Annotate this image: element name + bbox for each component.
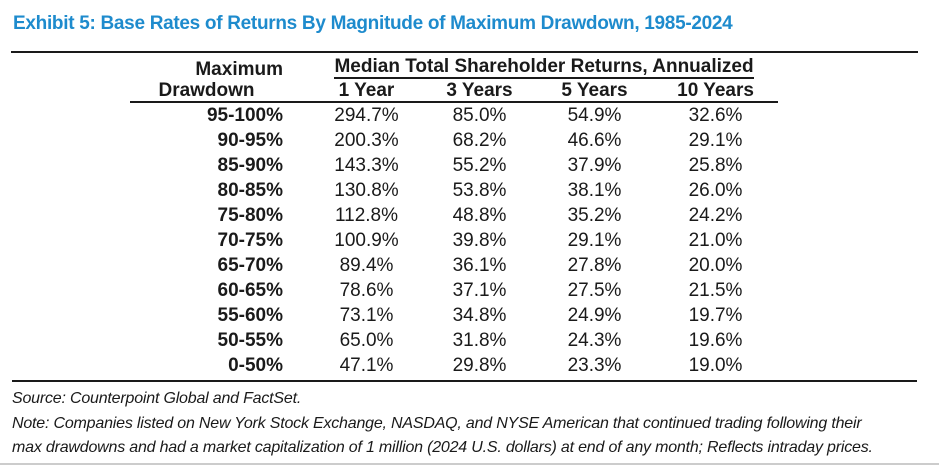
return-value-cell: 29.1% (567, 230, 622, 251)
return-value-cell: 48.8% (452, 205, 507, 226)
drawdown-range-cell: 70-75% (217, 230, 284, 251)
group-header-label: Median Total Shareholder Returns, Annual… (334, 56, 754, 79)
drawdown-range-cell: 50-55% (217, 330, 284, 351)
drawdown-range-cell: 55-60% (217, 305, 284, 326)
return-value-cell: 73.1% (339, 305, 394, 326)
table-row: 0-50% 47.1% 29.8% 23.3% 19.0% (130, 353, 778, 378)
table-header-row-group: Maximum Median Total Shareholder Returns… (130, 57, 778, 79)
return-value-cell: 35.2% (567, 205, 622, 226)
table-row: 50-55% 65.0% 31.8% 24.3% 19.6% (130, 328, 778, 353)
table-row: 95-100% 294.7% 85.0% 54.9% 32.6% (130, 102, 778, 128)
return-value-cell: 53.8% (452, 180, 507, 201)
table-row: 55-60% 73.1% 34.8% 24.9% 19.7% (130, 303, 778, 328)
source-line: Source: Counterpoint Global and FactSet. (12, 390, 302, 407)
return-value-cell: 65.0% (339, 330, 394, 351)
return-value-cell: 19.7% (688, 305, 743, 326)
return-value-cell: 25.8% (688, 155, 743, 176)
drawdown-range-cell: 95-100% (206, 105, 283, 126)
return-value-cell: 54.9% (567, 105, 622, 126)
note-line-1: Note: Companies listed on New York Stock… (12, 414, 862, 432)
row-header-drawdown: Drawdown (130, 79, 310, 103)
screenshot-bottom-edge (0, 463, 939, 465)
group-header-cell: Median Total Shareholder Returns, Annual… (310, 57, 778, 79)
return-value-cell: 143.3% (334, 155, 399, 176)
drawdown-range-cell: 60-65% (217, 280, 284, 301)
col-header-1-year: 1 Year (310, 79, 423, 103)
return-value-cell: 100.9% (334, 230, 399, 251)
exhibit-title: Exhibit 5: Base Rates of Returns By Magn… (13, 13, 733, 34)
table-row: 90-95% 200.3% 68.2% 46.6% 29.1% (130, 128, 778, 153)
return-value-cell: 19.0% (688, 355, 743, 376)
drawdown-range-cell: 90-95% (217, 130, 284, 151)
drawdown-range-cell: 65-70% (217, 255, 284, 276)
return-value-cell: 27.8% (567, 255, 622, 276)
return-value-cell: 46.6% (567, 130, 622, 151)
return-value-cell: 78.6% (339, 280, 394, 301)
col-header-3-years: 3 Years (423, 79, 536, 103)
col-header-10-years: 10 Years (653, 79, 779, 103)
return-value-cell: 34.8% (452, 305, 507, 326)
table-row: 75-80% 112.8% 48.8% 35.2% 24.2% (130, 203, 778, 228)
return-value-cell: 31.8% (452, 330, 507, 351)
return-value-cell: 21.0% (688, 230, 743, 251)
table-header-row-columns: Drawdown 1 Year 3 Years 5 Years 10 Years (130, 79, 779, 103)
drawdown-range-cell: 75-80% (217, 205, 284, 226)
footnotes: Source: Counterpoint Global and FactSet.… (12, 387, 873, 461)
return-value-cell: 68.2% (452, 130, 507, 151)
return-value-cell: 55.2% (452, 155, 507, 176)
table-row: 85-90% 143.3% 55.2% 37.9% 25.8% (130, 153, 778, 178)
return-value-cell: 32.6% (688, 105, 743, 126)
return-value-cell: 89.4% (339, 255, 394, 276)
return-value-cell: 24.3% (567, 330, 622, 351)
return-value-cell: 38.1% (567, 180, 622, 201)
table-row: 70-75% 100.9% 39.8% 29.1% 21.0% (130, 228, 778, 253)
return-value-cell: 26.0% (688, 180, 743, 201)
return-value-cell: 112.8% (334, 205, 399, 226)
return-value-cell: 294.7% (334, 105, 399, 126)
return-value-cell: 29.8% (452, 355, 507, 376)
table-row: 80-85% 130.8% 53.8% 38.1% 26.0% (130, 178, 778, 203)
title-divider (11, 51, 918, 53)
return-value-cell: 27.5% (567, 280, 622, 301)
return-value-cell: 24.2% (688, 205, 743, 226)
table-body: 95-100% 294.7% 85.0% 54.9% 32.6% 90-95% 200.3%… (130, 102, 778, 378)
return-value-cell: 24.9% (567, 305, 622, 326)
table-bottom-divider (12, 380, 917, 382)
col-header-5-years: 5 Years (536, 79, 653, 103)
return-value-cell: 47.1% (339, 355, 394, 376)
return-value-cell: 37.9% (567, 155, 622, 176)
return-value-cell: 23.3% (567, 355, 622, 376)
drawdown-range-cell: 80-85% (217, 180, 284, 201)
return-value-cell: 37.1% (452, 280, 507, 301)
drawdown-range-cell: 0-50% (228, 355, 283, 376)
row-header-maximum: Maximum (195, 59, 283, 80)
return-value-cell: 20.0% (688, 255, 743, 276)
drawdown-range-cell: 85-90% (217, 155, 284, 176)
note-line-2: max drawdowns and had a market capitaliz… (12, 439, 873, 456)
return-value-cell: 21.5% (688, 280, 743, 301)
return-value-cell: 39.8% (452, 230, 507, 251)
return-value-cell: 200.3% (334, 130, 399, 151)
table-row: 60-65% 78.6% 37.1% 27.5% 21.5% (130, 278, 778, 303)
return-value-cell: 85.0% (452, 105, 507, 126)
return-value-cell: 19.6% (688, 330, 743, 351)
return-value-cell: 36.1% (452, 255, 507, 276)
returns-table: Maximum Median Total Shareholder Returns… (130, 57, 779, 378)
table-row: 65-70% 89.4% 36.1% 27.8% 20.0% (130, 253, 778, 278)
return-value-cell: 130.8% (334, 180, 399, 201)
return-value-cell: 29.1% (688, 130, 743, 151)
